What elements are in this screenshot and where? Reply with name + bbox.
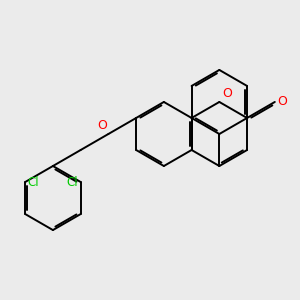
Text: O: O <box>222 87 232 101</box>
Text: O: O <box>277 95 287 109</box>
Text: Cl: Cl <box>28 176 39 188</box>
Text: O: O <box>97 119 107 132</box>
Text: Cl: Cl <box>67 176 78 188</box>
